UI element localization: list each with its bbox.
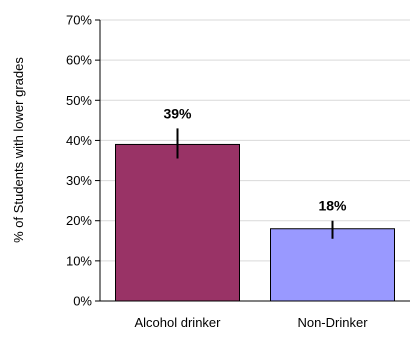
y-tick-label: 30% [66,173,92,188]
bar [115,143,240,302]
y-tick-label: 0% [73,294,92,309]
y-tick-labels: 0% 10% 20% 30% 40% 50% 60% 70% [66,13,92,309]
data-label: 39% [163,105,192,121]
y-tick-label: 60% [66,53,92,68]
y-tick-label: 10% [66,253,92,268]
x-tick-label: Alcohol drinker [135,315,222,330]
bars [115,143,395,302]
y-tick-label: 40% [66,133,92,148]
error-bars [176,128,334,239]
x-tick-label: Non-Drinker [297,315,368,330]
y-tick-label: 20% [66,213,92,228]
axes [99,20,410,302]
y-tick-label: 70% [66,13,92,28]
data-label: 18% [318,198,347,214]
y-tick-label: 50% [66,93,92,108]
bar [270,228,395,302]
data-labels: 39% 18% [163,105,347,213]
x-tick-labels: Alcohol drinker Non-Drinker [135,315,369,330]
y-axis-title: % of Students with lower grades [11,57,26,243]
